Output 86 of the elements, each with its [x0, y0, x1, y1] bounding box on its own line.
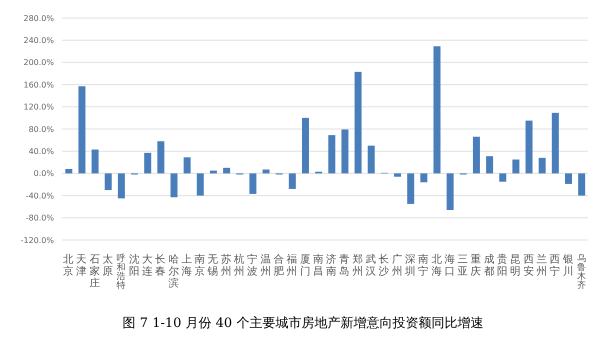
- bar: [486, 156, 494, 174]
- x-tick-label: 天津: [76, 254, 88, 278]
- x-tick-label: 南京: [194, 252, 206, 278]
- x-tick-label: 长春: [155, 252, 166, 278]
- bar: [144, 152, 152, 174]
- x-tick-label: 南昌: [312, 252, 324, 278]
- x-tick-label: 石家庄: [89, 254, 100, 290]
- x-tick-label: 沈阳: [128, 252, 140, 278]
- bar: [407, 173, 414, 204]
- x-tick-label: 北海: [431, 252, 442, 278]
- bar: [512, 160, 520, 174]
- x-tick-label: 上海: [181, 252, 192, 278]
- bar: [538, 158, 546, 174]
- y-tick-label: 120.0%: [23, 102, 54, 112]
- x-tick-label: 温州: [260, 254, 272, 278]
- x-tick-label: 长沙: [378, 252, 390, 278]
- bar: [578, 173, 586, 196]
- x-tick-label: 大连: [142, 252, 153, 278]
- bar: [288, 173, 296, 189]
- x-tick-label: 太原: [102, 252, 114, 278]
- x-tick-label: 宁波: [247, 252, 258, 278]
- x-tick-label: 广州: [392, 252, 403, 278]
- bar: [446, 173, 454, 210]
- x-tick-label: 厦门: [300, 254, 311, 278]
- bar: [196, 173, 204, 196]
- bar: [368, 146, 375, 174]
- bar: [302, 118, 309, 174]
- bar: [433, 46, 440, 174]
- y-tick-label: -80.0%: [26, 214, 54, 223]
- x-tick-label: 济南: [326, 252, 338, 278]
- bar: [420, 173, 428, 182]
- bar: [118, 173, 125, 198]
- x-tick-label: 银川: [562, 254, 574, 278]
- x-tick-label: 合肥: [273, 252, 284, 278]
- bar: [526, 120, 533, 174]
- y-tick-label: 240.0%: [23, 36, 54, 46]
- x-tick-label: 海口: [444, 254, 456, 278]
- y-tick-label: 200.0%: [23, 58, 54, 68]
- bar: [184, 157, 191, 174]
- x-tick-label: 深圳: [404, 254, 416, 278]
- bar: [472, 136, 480, 174]
- x-tick-label: 哈尔滨: [168, 254, 180, 290]
- bar: [262, 170, 270, 174]
- bar: [170, 173, 178, 198]
- bar: [394, 173, 402, 177]
- x-tick-label: 呼和浩特: [116, 253, 126, 291]
- bar: [564, 173, 572, 184]
- x-tick-label: 西安: [523, 254, 534, 278]
- x-tick-label: 贵阳: [497, 252, 508, 278]
- x-tick-label: 成都: [484, 252, 495, 278]
- y-tick-label: 280.0%: [23, 14, 54, 23]
- y-tick-label: -40.0%: [26, 191, 54, 200]
- y-tick-label: 160.0%: [23, 80, 54, 90]
- x-tick-label: 西宁: [550, 254, 561, 278]
- bar: [78, 86, 86, 174]
- x-tick-label: 北京: [63, 252, 74, 278]
- x-tick-label: 三亚: [458, 254, 469, 278]
- bar: [104, 173, 112, 190]
- x-tick-label: 兰州: [536, 252, 548, 278]
- x-tick-label: 南宁: [418, 252, 430, 278]
- x-tick-label: 乌鲁木齐: [576, 253, 586, 291]
- x-tick-label: 昆明: [510, 254, 522, 278]
- bar: [210, 170, 217, 174]
- y-tick-label: 80.0%: [28, 124, 54, 134]
- bar: [499, 173, 506, 182]
- x-tick-label: 苏州: [220, 252, 232, 278]
- x-tick-label: 无锡: [206, 254, 219, 278]
- bar: [354, 72, 362, 174]
- x-tick-label: 郑州: [352, 254, 364, 278]
- bar: [341, 130, 348, 174]
- bar: [65, 168, 72, 174]
- x-tick-label: 武汉: [366, 252, 377, 278]
- bar: [92, 150, 99, 174]
- y-tick-label: -120.0%: [20, 236, 54, 245]
- text: 图 7 1-10 月份 40 个主要城市房地产新增意向投资额同比增速: [122, 315, 484, 332]
- bar: [552, 112, 559, 174]
- bar: [157, 141, 164, 174]
- bar: [249, 173, 256, 194]
- x-tick-label: 福州: [286, 252, 298, 278]
- x-tick-label: 重庆: [470, 252, 482, 278]
- x-tick-label: 杭州: [233, 252, 246, 278]
- bar: [223, 168, 230, 174]
- y-tick-label: 0.0%: [34, 169, 54, 178]
- bar: [328, 135, 336, 174]
- y-tick-label: 40.0%: [28, 147, 54, 156]
- x-tick-label: 青岛: [339, 252, 350, 278]
